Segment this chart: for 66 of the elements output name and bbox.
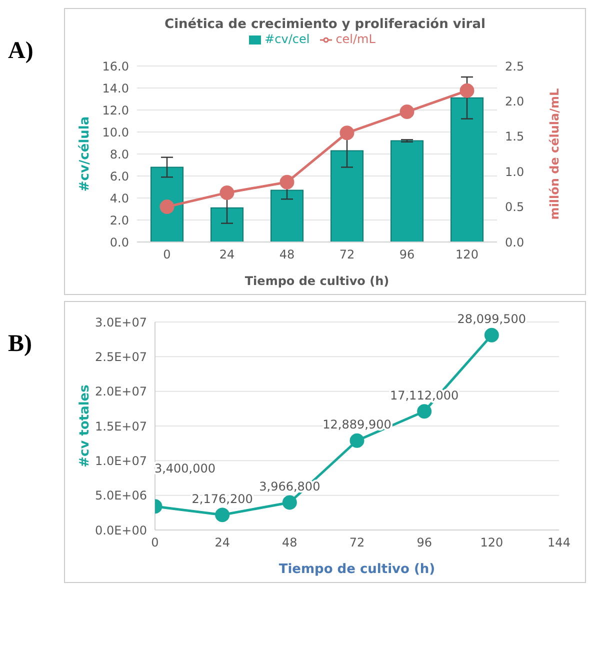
point: [220, 185, 234, 200]
y2-tick-label: 2.5: [505, 59, 524, 74]
bar: [330, 150, 364, 242]
y2-tick-label: 0.5: [505, 200, 524, 214]
point: [417, 404, 432, 419]
point: [484, 328, 499, 342]
y-tick-label: 5.0E+06: [95, 488, 147, 503]
legend-label: cel/mL: [336, 32, 376, 46]
y-tick-label: 2.0E+07: [95, 384, 147, 399]
y-axis-title: #cv/célula: [78, 116, 93, 192]
y-tick-label: 1.0E+07: [95, 454, 147, 468]
point: [340, 126, 354, 140]
y-tick-label: 4.0: [110, 191, 129, 206]
x-axis-title: Tiempo de cultivo (h): [244, 274, 390, 288]
text: B): [8, 331, 33, 358]
x-tick-label: 0: [151, 536, 159, 550]
x-tick-label: 120: [456, 248, 478, 262]
bar: [390, 140, 424, 242]
data-label: 12,889,900: [322, 418, 392, 432]
x-tick-label: 48: [279, 248, 295, 262]
y2-tick-label: 2.0: [505, 94, 524, 108]
y-tick-label: 8.0: [110, 147, 129, 162]
y2-tick-label: 1.5: [505, 130, 524, 144]
y-tick-label: 12.0: [102, 103, 129, 118]
x-tick-label: 72: [349, 536, 365, 550]
x-tick-label: 48: [282, 536, 298, 550]
data-label: 3,400,000: [154, 461, 216, 476]
y2-tick-label: 0.0: [505, 235, 524, 250]
x-tick-label: 120: [480, 536, 504, 550]
y-tick-label: 3.0E+07: [95, 315, 147, 330]
y-tick-label: 14.0: [102, 81, 129, 96]
y2-axis-title: millón de célula/mL: [547, 88, 562, 220]
y-tick-label: 10.0: [102, 125, 129, 140]
text: A): [8, 38, 34, 65]
x-tick-label: 144: [548, 536, 570, 550]
y-axis-title: #cv totales: [78, 384, 93, 468]
y-tick-label: 0.0E+00: [95, 523, 147, 538]
y-tick-label: 6.0: [110, 169, 129, 184]
y-tick-label: 2.5E+07: [95, 350, 147, 364]
point: [160, 200, 174, 214]
bar: [270, 190, 304, 242]
x-tick-label: 96: [399, 248, 415, 262]
bar: [150, 166, 184, 242]
bar: [210, 207, 244, 242]
y-tick-label: 2.0: [110, 213, 129, 228]
x-tick-label: 24: [219, 248, 235, 262]
bar: [450, 97, 484, 242]
x-tick-label: 72: [339, 248, 355, 262]
point: [460, 83, 474, 98]
y-tick-label: 0.0: [110, 235, 129, 250]
point: [280, 174, 294, 190]
x-tick-label: 24: [214, 536, 230, 550]
data-label: 2,176,200: [192, 492, 253, 506]
point: [400, 104, 414, 120]
y2-tick-label: 1.0: [505, 164, 524, 179]
y-tick-label: 16.0: [102, 59, 129, 74]
y-tick-label: 1.5E+07: [95, 419, 147, 434]
x-tick-label: 96: [416, 536, 432, 550]
chart-title: Cinética de crecimiento y proliferación viral: [164, 16, 486, 32]
data-label: 28,099,500: [457, 312, 526, 326]
point: [350, 433, 364, 448]
point: [215, 508, 230, 522]
x-axis-title: Tiempo de cultivo (h): [278, 562, 436, 577]
legend-label: #cv/cel: [264, 32, 310, 46]
point: [282, 495, 297, 510]
x-tick-label: 0: [163, 248, 171, 262]
